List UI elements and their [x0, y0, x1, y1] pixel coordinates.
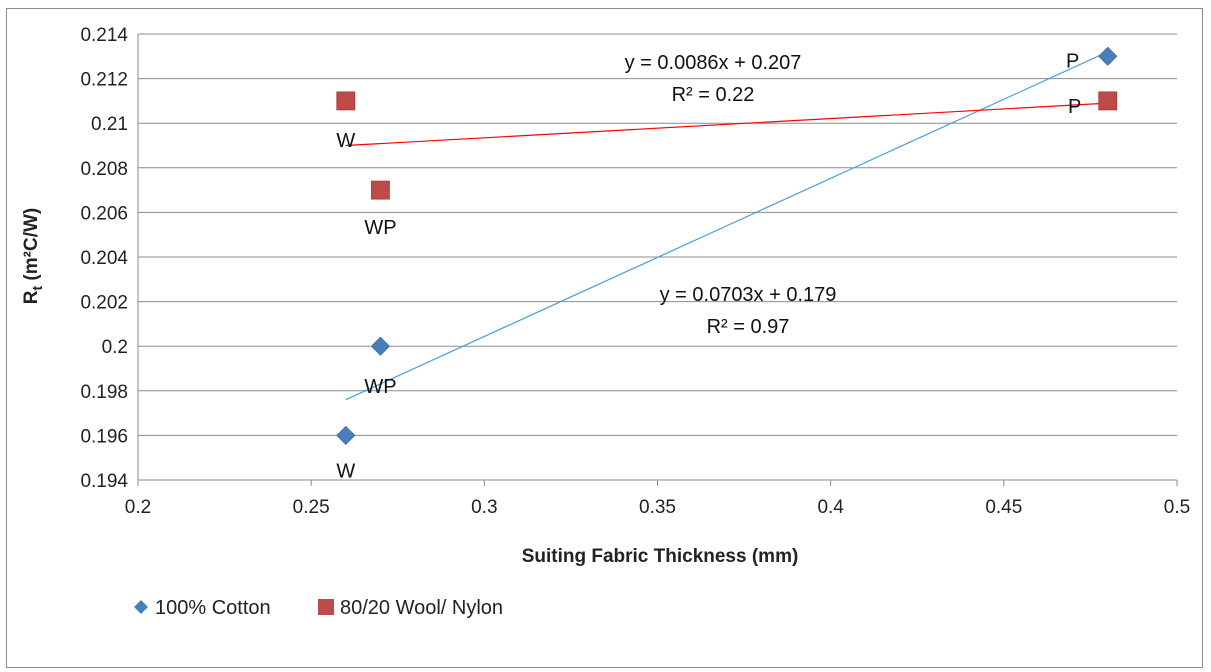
legend-marker-wool-nylon — [318, 599, 334, 615]
y-axis-title-rest: (m²C/W) — [21, 208, 42, 286]
y-tick-label: 0.214 — [80, 25, 128, 46]
point-labels: W WP P W WP P — [336, 50, 1081, 482]
x-tick-label: 0.35 — [639, 497, 676, 518]
trend-r-squared: R² = 0.97 — [707, 316, 790, 338]
trend-equation: y = 0.0086x + 0.207 — [625, 52, 802, 74]
point-series-0-0 — [336, 425, 356, 445]
y-tick-label: 0.198 — [80, 382, 128, 403]
legend-marker-cotton — [134, 600, 148, 614]
trendlines — [345, 51, 1108, 401]
point-series-0-2 — [1098, 46, 1118, 66]
legend: 100% Cotton 80/20 Wool/ Nylon — [134, 597, 503, 619]
x-tick-label: 0.4 — [817, 497, 844, 518]
axes: 0.194 0.196 0.198 0.2 0.202 0.204 0.206 0.208 0.… — [80, 25, 1190, 518]
y-tick-label: 0.212 — [80, 70, 128, 91]
y-tick-label: 0.204 — [80, 248, 128, 269]
y-axis-title-main: R — [21, 290, 42, 304]
y-tick-label: 0.21 — [91, 114, 128, 135]
y-axis-title-sub: t — [29, 286, 45, 291]
x-tick-label: 0.5 — [1164, 497, 1190, 518]
y-tick-label: 0.194 — [80, 471, 128, 492]
y-tick-label: 0.202 — [80, 293, 128, 314]
trendline-series-1 — [345, 102, 1108, 147]
data-points — [336, 46, 1118, 445]
y-tick-label: 0.2 — [102, 337, 128, 358]
legend-label: 80/20 Wool/ Nylon — [340, 597, 503, 619]
trend-equation: y = 0.0703x + 0.179 — [660, 284, 837, 306]
point-label: P — [1066, 50, 1079, 72]
legend-label: 100% Cotton — [155, 597, 271, 619]
point-label: WP — [364, 217, 396, 239]
y-axis-title: Rt (m²C/W) — [21, 208, 45, 305]
point-series-1-1 — [371, 180, 390, 200]
point-label: WP — [364, 376, 396, 398]
y-tick-label: 0.196 — [80, 426, 128, 447]
point-label: P — [1068, 96, 1081, 118]
point-series-1-0 — [336, 91, 356, 111]
y-tick-label: 0.206 — [80, 203, 128, 224]
trend-r-squared: R² = 0.22 — [672, 84, 755, 106]
x-tick-label: 0.45 — [985, 497, 1022, 518]
x-tick-label: 0.25 — [293, 497, 330, 518]
point-series-0-1 — [370, 336, 390, 356]
equation-annotations: y = 0.0703x + 0.179 R² = 0.97 y = 0.0086x … — [625, 52, 837, 338]
point-label: W — [336, 460, 355, 482]
point-label: W — [336, 130, 355, 152]
y-tick-label: 0.208 — [80, 159, 128, 180]
x-tick-label: 0.3 — [471, 497, 497, 518]
chart-frame — [6, 8, 1203, 668]
point-series-1-2 — [1098, 91, 1118, 111]
x-axis-title: Suiting Fabric Thickness (mm) — [522, 546, 799, 567]
x-tick-label: 0.2 — [125, 497, 151, 518]
